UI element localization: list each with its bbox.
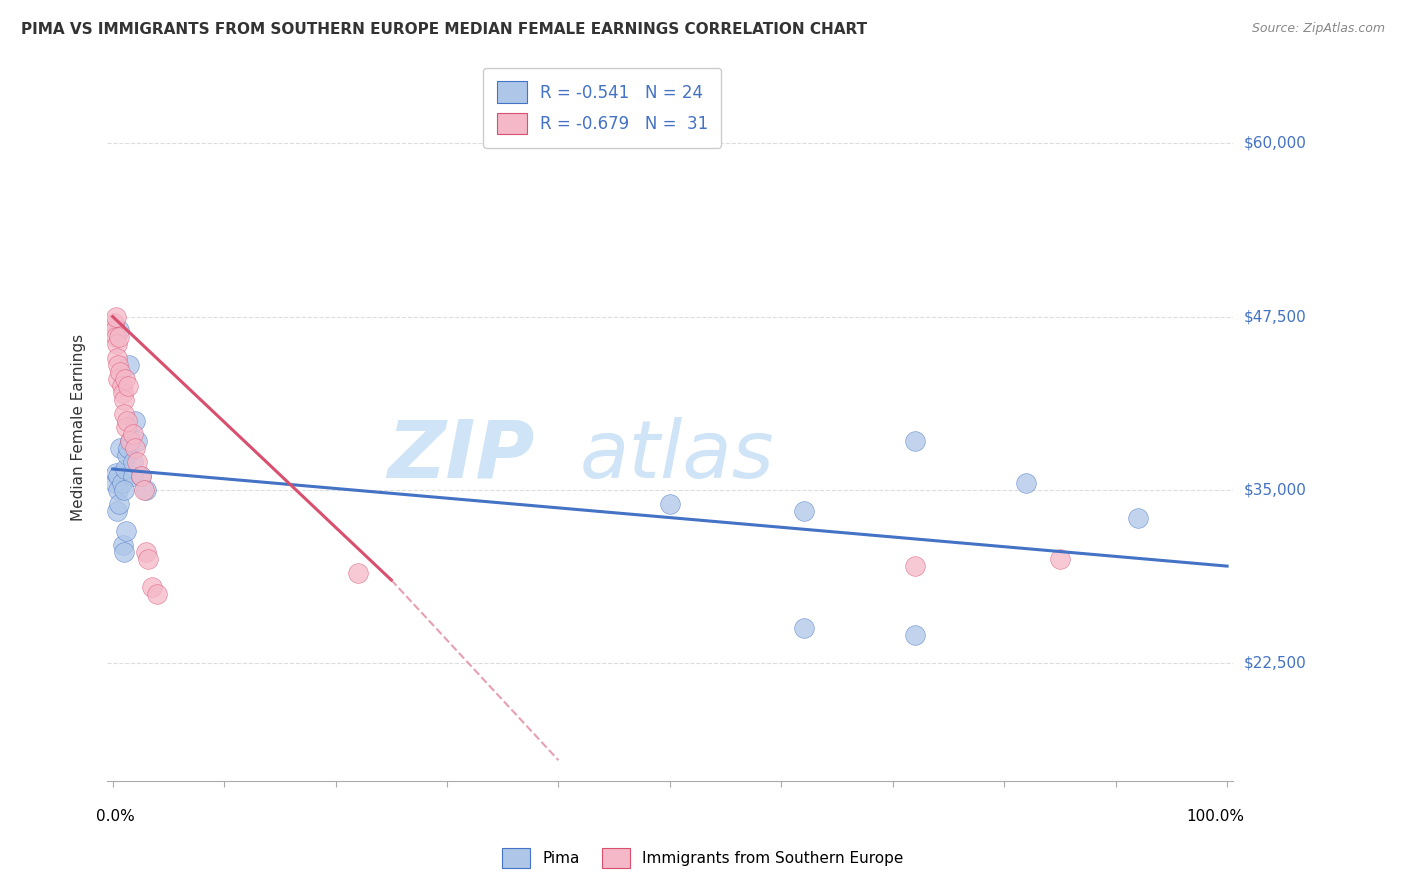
Point: [127, 434, 149, 449]
Point: [135, 483, 157, 497]
Point: [105, 337, 128, 351]
Text: Source: ZipAtlas.com: Source: ZipAtlas.com: [1251, 22, 1385, 36]
Point: [124, 442, 146, 456]
Point: [132, 483, 155, 497]
Point: [115, 420, 138, 434]
Point: [111, 385, 134, 400]
Text: $35,000: $35,000: [1244, 483, 1306, 498]
Point: [121, 455, 143, 469]
Point: [108, 330, 131, 344]
Point: [107, 469, 129, 483]
Point: [112, 407, 135, 421]
Point: [121, 469, 143, 483]
Point: [904, 559, 927, 574]
Point: [793, 503, 815, 517]
Point: [107, 358, 129, 372]
Point: [124, 413, 146, 427]
Point: [904, 628, 927, 642]
Point: [146, 587, 169, 601]
Point: [107, 372, 129, 386]
Legend: R = -0.541   N = 24, R = -0.679   N =  31: R = -0.541 N = 24, R = -0.679 N = 31: [484, 68, 721, 147]
Point: [115, 448, 138, 462]
Point: [115, 524, 138, 539]
Point: [110, 475, 132, 490]
Text: atlas: atlas: [579, 417, 775, 495]
Point: [105, 351, 128, 366]
Point: [104, 330, 127, 344]
Text: $47,500: $47,500: [1244, 309, 1306, 324]
Point: [110, 379, 132, 393]
Point: [107, 483, 129, 497]
Point: [141, 580, 163, 594]
Point: [904, 434, 927, 449]
Point: [118, 358, 141, 372]
Point: [112, 392, 135, 407]
Point: [129, 469, 152, 483]
Point: [658, 497, 681, 511]
Y-axis label: Median Female Earnings: Median Female Earnings: [72, 334, 86, 521]
Text: $60,000: $60,000: [1244, 136, 1306, 151]
Point: [110, 365, 132, 379]
Point: [793, 622, 815, 636]
Text: $22,500: $22,500: [1244, 656, 1306, 671]
Point: [108, 497, 131, 511]
Point: [112, 483, 135, 497]
Point: [104, 323, 127, 337]
Point: [103, 317, 125, 331]
Point: [104, 475, 127, 490]
Point: [346, 566, 368, 580]
Point: [117, 442, 139, 456]
Point: [114, 372, 136, 386]
Point: [1015, 475, 1038, 490]
Point: [1126, 510, 1149, 524]
Point: [115, 413, 138, 427]
Point: [129, 469, 152, 483]
Point: [1049, 552, 1071, 566]
Point: [120, 434, 142, 449]
Text: 0.0%: 0.0%: [96, 809, 135, 824]
Point: [127, 455, 149, 469]
Point: [108, 323, 131, 337]
Point: [112, 545, 135, 559]
Text: 100.0%: 100.0%: [1185, 809, 1244, 824]
Point: [121, 427, 143, 442]
Point: [105, 503, 128, 517]
Legend: Pima, Immigrants from Southern Europe: Pima, Immigrants from Southern Europe: [496, 842, 910, 873]
Text: ZIP: ZIP: [388, 417, 534, 495]
Point: [117, 379, 139, 393]
Point: [114, 462, 136, 476]
Point: [111, 538, 134, 552]
Point: [135, 545, 157, 559]
Point: [120, 434, 142, 449]
Point: [136, 552, 159, 566]
Text: PIMA VS IMMIGRANTS FROM SOUTHERN EUROPE MEDIAN FEMALE EARNINGS CORRELATION CHART: PIMA VS IMMIGRANTS FROM SOUTHERN EUROPE …: [21, 22, 868, 37]
Point: [104, 310, 127, 324]
Point: [110, 442, 132, 456]
Point: [104, 467, 127, 481]
